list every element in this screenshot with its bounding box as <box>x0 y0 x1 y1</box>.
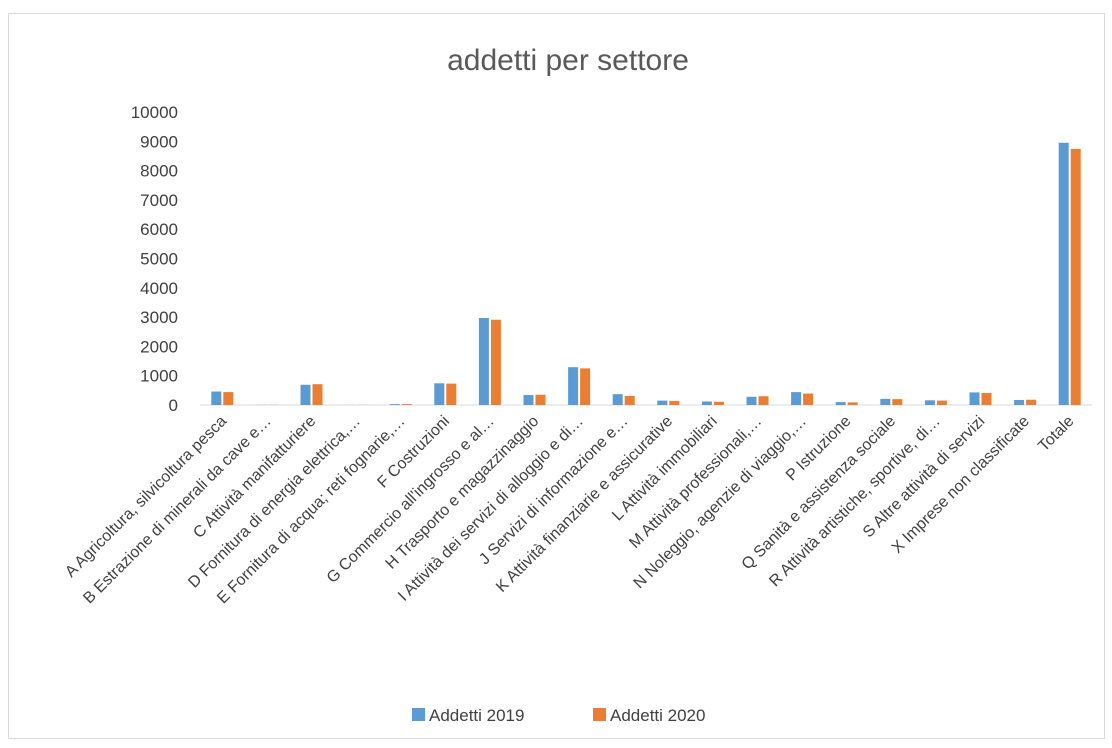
y-tick-label: 5000 <box>140 250 178 269</box>
bar-2020 <box>981 392 992 405</box>
bar-2020 <box>401 404 412 405</box>
y-tick-label: 1000 <box>140 367 178 386</box>
category-label: Totale <box>1035 413 1077 455</box>
bar-2019 <box>924 400 935 405</box>
y-tick-label: 9000 <box>140 132 178 151</box>
bars <box>211 142 1081 405</box>
y-tick-label: 8000 <box>140 162 178 181</box>
bar-2020 <box>847 402 858 405</box>
bar-2019 <box>791 392 802 405</box>
bar-2019 <box>969 392 980 405</box>
bar-2020 <box>1070 148 1081 405</box>
bar-2020 <box>803 393 814 405</box>
category-label: A Agricoltura, silvicoltura pesca <box>62 413 230 581</box>
legend: Addetti 2019 Addetti 2020 <box>412 706 705 725</box>
y-tick-label: 2000 <box>140 337 178 356</box>
bar-2019 <box>568 367 579 405</box>
y-tick-label: 6000 <box>140 220 178 239</box>
bar-2019 <box>657 400 668 405</box>
bar-2020 <box>624 395 635 405</box>
bar-2019 <box>1014 400 1025 405</box>
bar-2019 <box>746 396 757 405</box>
category-label: G Commercio all'ingrosso e al… <box>324 413 498 587</box>
y-axis-ticks: 0 1000 2000 3000 4000 5000 6000 7000 8000 9000 100… <box>131 103 178 415</box>
bar-2020 <box>580 368 591 405</box>
y-tick-label: 4000 <box>140 279 178 298</box>
bar-2020 <box>490 319 501 405</box>
bar-2019 <box>389 404 400 405</box>
bar-2019 <box>300 384 311 405</box>
bar-2019 <box>523 395 534 405</box>
bar-2019 <box>880 398 891 405</box>
bar-2020 <box>535 394 546 405</box>
bar-2020 <box>1026 399 1037 405</box>
bar-2020 <box>758 396 769 405</box>
bar-2019 <box>612 394 623 405</box>
y-tick-label: 3000 <box>140 308 178 327</box>
bar-2019 <box>701 401 712 405</box>
bar-2019 <box>211 391 222 405</box>
bar-2020 <box>312 384 323 405</box>
legend-label: Addetti 2019 <box>429 706 524 725</box>
legend-swatch <box>593 708 606 721</box>
chart-title: addetti per settore <box>447 44 689 77</box>
bar-2019 <box>1058 142 1069 405</box>
bar-2020 <box>892 399 903 405</box>
y-tick-label: 7000 <box>140 191 178 210</box>
y-tick-label: 10000 <box>131 103 178 122</box>
y-tick-label: 0 <box>169 396 178 415</box>
legend-label: Addetti 2020 <box>610 706 705 725</box>
bar-2020 <box>223 392 234 405</box>
bar-2020 <box>669 400 680 405</box>
bar-2019 <box>478 317 489 405</box>
bar-2020 <box>936 400 947 405</box>
bar-2020 <box>446 383 457 405</box>
bar-2019 <box>434 383 445 405</box>
bar-2020 <box>713 401 724 405</box>
legend-swatch <box>412 708 425 721</box>
bar-2019 <box>835 402 846 405</box>
chart-frame <box>8 13 1105 739</box>
